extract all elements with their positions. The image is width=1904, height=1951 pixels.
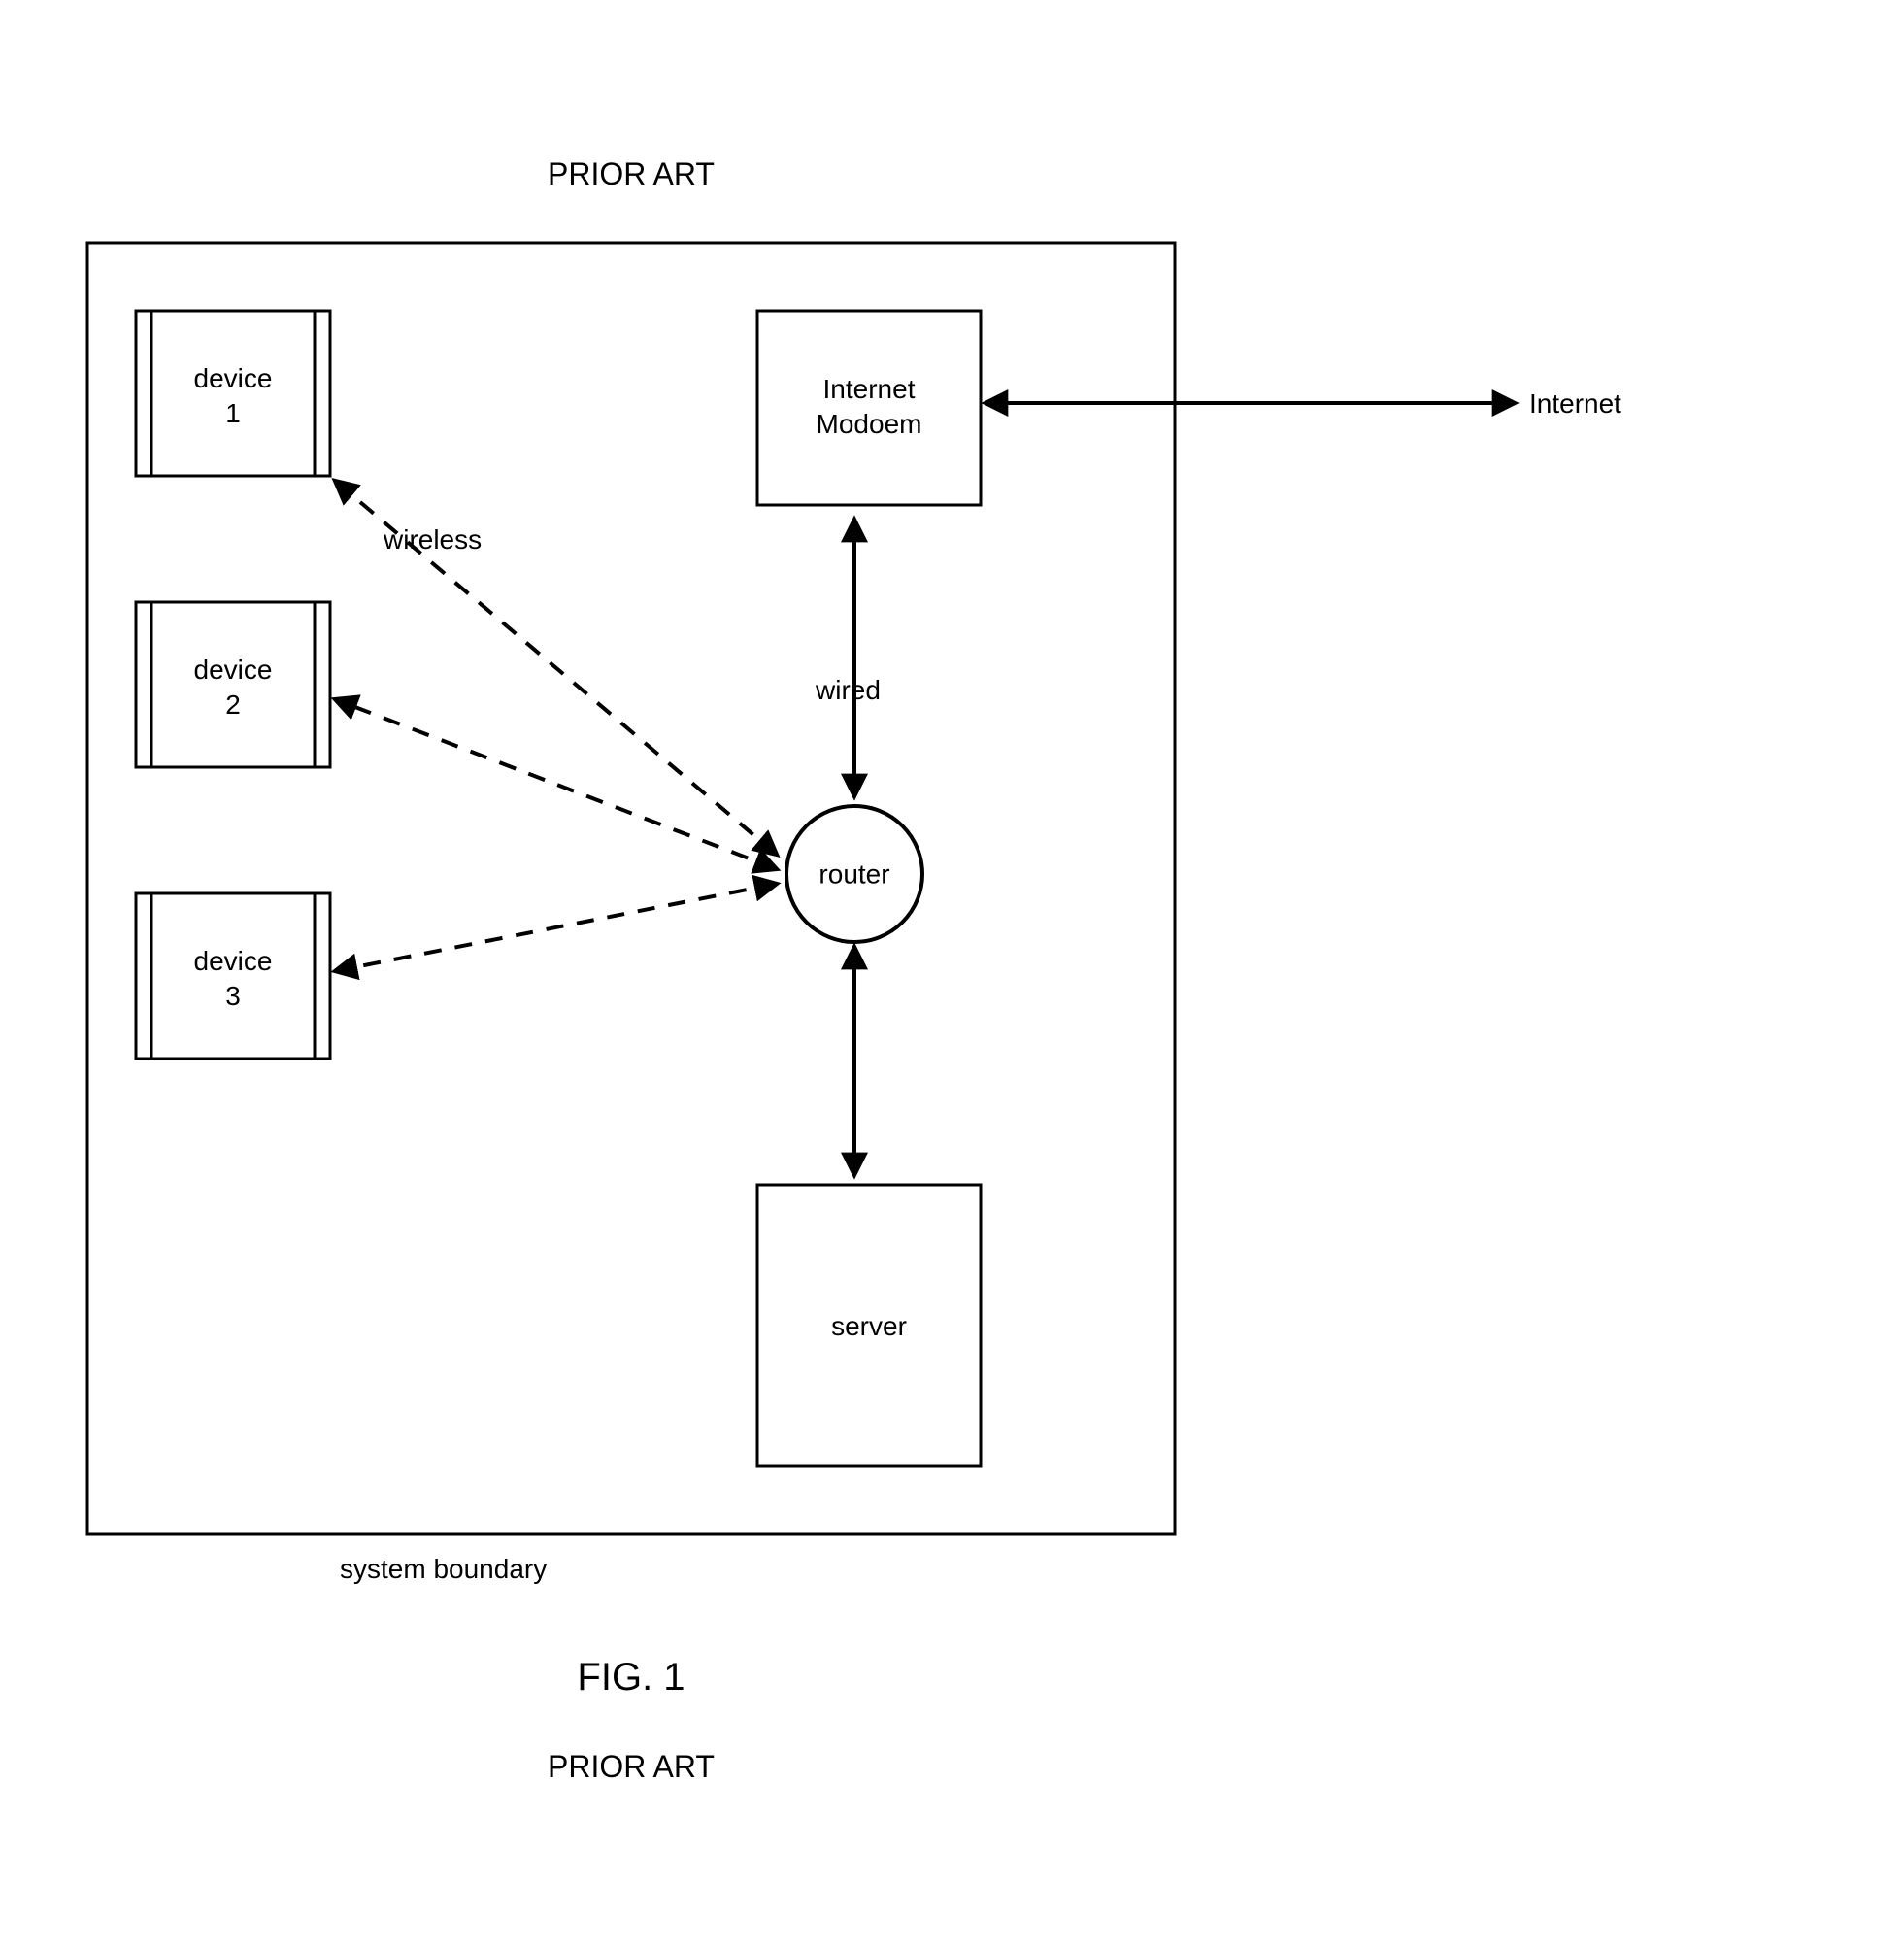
svg-text:device: device	[194, 363, 273, 393]
edge-router-device2	[335, 699, 777, 869]
server: server	[757, 1185, 981, 1466]
internet-modem: Internet Modoem	[757, 311, 981, 505]
svg-text:2: 2	[225, 690, 241, 720]
device-1: device 1	[136, 311, 330, 476]
svg-text:server: server	[831, 1311, 907, 1341]
title-top: PRIOR ART	[548, 156, 715, 191]
svg-text:device: device	[194, 655, 273, 685]
svg-text:Modoem: Modoem	[817, 409, 922, 439]
boundary-label: system boundary	[340, 1554, 547, 1584]
svg-text:router: router	[818, 858, 889, 889]
system-boundary	[87, 243, 1175, 1534]
title-bottom: PRIOR ART	[548, 1749, 715, 1784]
device-3: device 3	[136, 893, 330, 1059]
svg-text:1: 1	[225, 398, 241, 428]
edge-router-device3	[335, 884, 777, 971]
figure-caption: FIG. 1	[577, 1656, 685, 1699]
svg-text:Internet: Internet	[823, 374, 916, 404]
router: router	[786, 806, 922, 942]
wired-label: wired	[815, 675, 881, 705]
internet-label: Internet	[1529, 388, 1621, 419]
wireless-label: wireless	[383, 524, 482, 555]
svg-text:3: 3	[225, 981, 241, 1011]
device-2: device 2	[136, 602, 330, 767]
svg-text:device: device	[194, 946, 273, 976]
